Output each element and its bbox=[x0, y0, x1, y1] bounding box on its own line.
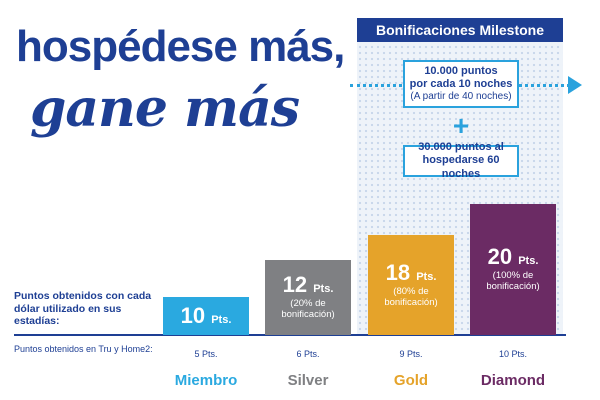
bar-gold: 18 Pts. (80% de bonificación) bbox=[368, 235, 454, 335]
tru-value-miembro: 5 Pts. bbox=[194, 349, 218, 359]
bonus1-line3: (A partir de 40 noches) bbox=[410, 91, 512, 103]
milestone-bonus-sixty-nights: 30.000 puntos al hospedarse 60 noches bbox=[403, 141, 519, 180]
bar-note-gold: (80% de bonificación) bbox=[384, 285, 438, 308]
bar-unit-gold: Pts. bbox=[416, 270, 437, 283]
headline-line-1: hospédese más, bbox=[16, 22, 345, 71]
tru-value-gold: 9 Pts. bbox=[399, 349, 423, 359]
milestone-title: Bonificaciones Milestone bbox=[357, 18, 563, 42]
tier-diamond: Diamond bbox=[480, 372, 546, 389]
points-per-dollar-label: Puntos obtenidos con cada dólar utilizad… bbox=[14, 290, 152, 328]
bar-value-diamond: 20 bbox=[487, 244, 513, 270]
bar-miembro: 10 Pts. bbox=[163, 297, 249, 335]
headline-line-2: gane más bbox=[30, 78, 300, 139]
tru-value-silver: 6 Pts. bbox=[296, 349, 320, 359]
bar-diamond: 20 Pts. (100% de bonificación) bbox=[470, 204, 556, 335]
bonus2-line1: 30.000 puntos al bbox=[418, 141, 504, 154]
chart-baseline bbox=[14, 334, 566, 336]
bar-note-silver: (20% de bonificación) bbox=[281, 298, 335, 320]
tru-home2-label: Puntos obtenidos en Tru y Home2: bbox=[14, 344, 153, 354]
bar-value-miembro: 10 bbox=[180, 303, 206, 328]
bar-value-silver: 12 bbox=[282, 272, 308, 298]
plus-icon: + bbox=[452, 110, 470, 141]
tier-miembro: Miembro bbox=[174, 372, 238, 389]
tru-value-diamond: 10 Pts. bbox=[498, 349, 527, 359]
bar-note-diamond: (100% de bonificación) bbox=[486, 270, 540, 292]
bar-unit-diamond: Pts. bbox=[518, 255, 539, 268]
tier-gold: Gold bbox=[393, 372, 429, 389]
bonus1-line2: por cada 10 noches bbox=[409, 78, 513, 90]
bar-value-gold: 18 bbox=[385, 259, 411, 285]
bar-silver: 12 Pts. (20% de bonificación) bbox=[265, 260, 351, 335]
tier-silver: Silver bbox=[287, 372, 329, 389]
milestone-bonus-ten-nights: 10.000 puntos por cada 10 noches (A part… bbox=[403, 60, 519, 108]
bar-unit-miembro: Pts. bbox=[211, 314, 232, 326]
bonus2-line2: hospedarse 60 noches bbox=[422, 154, 500, 180]
arrow-right-icon bbox=[568, 76, 582, 94]
bar-unit-silver: Pts. bbox=[313, 283, 334, 296]
bonus1-line1: 10.000 puntos bbox=[424, 64, 498, 77]
